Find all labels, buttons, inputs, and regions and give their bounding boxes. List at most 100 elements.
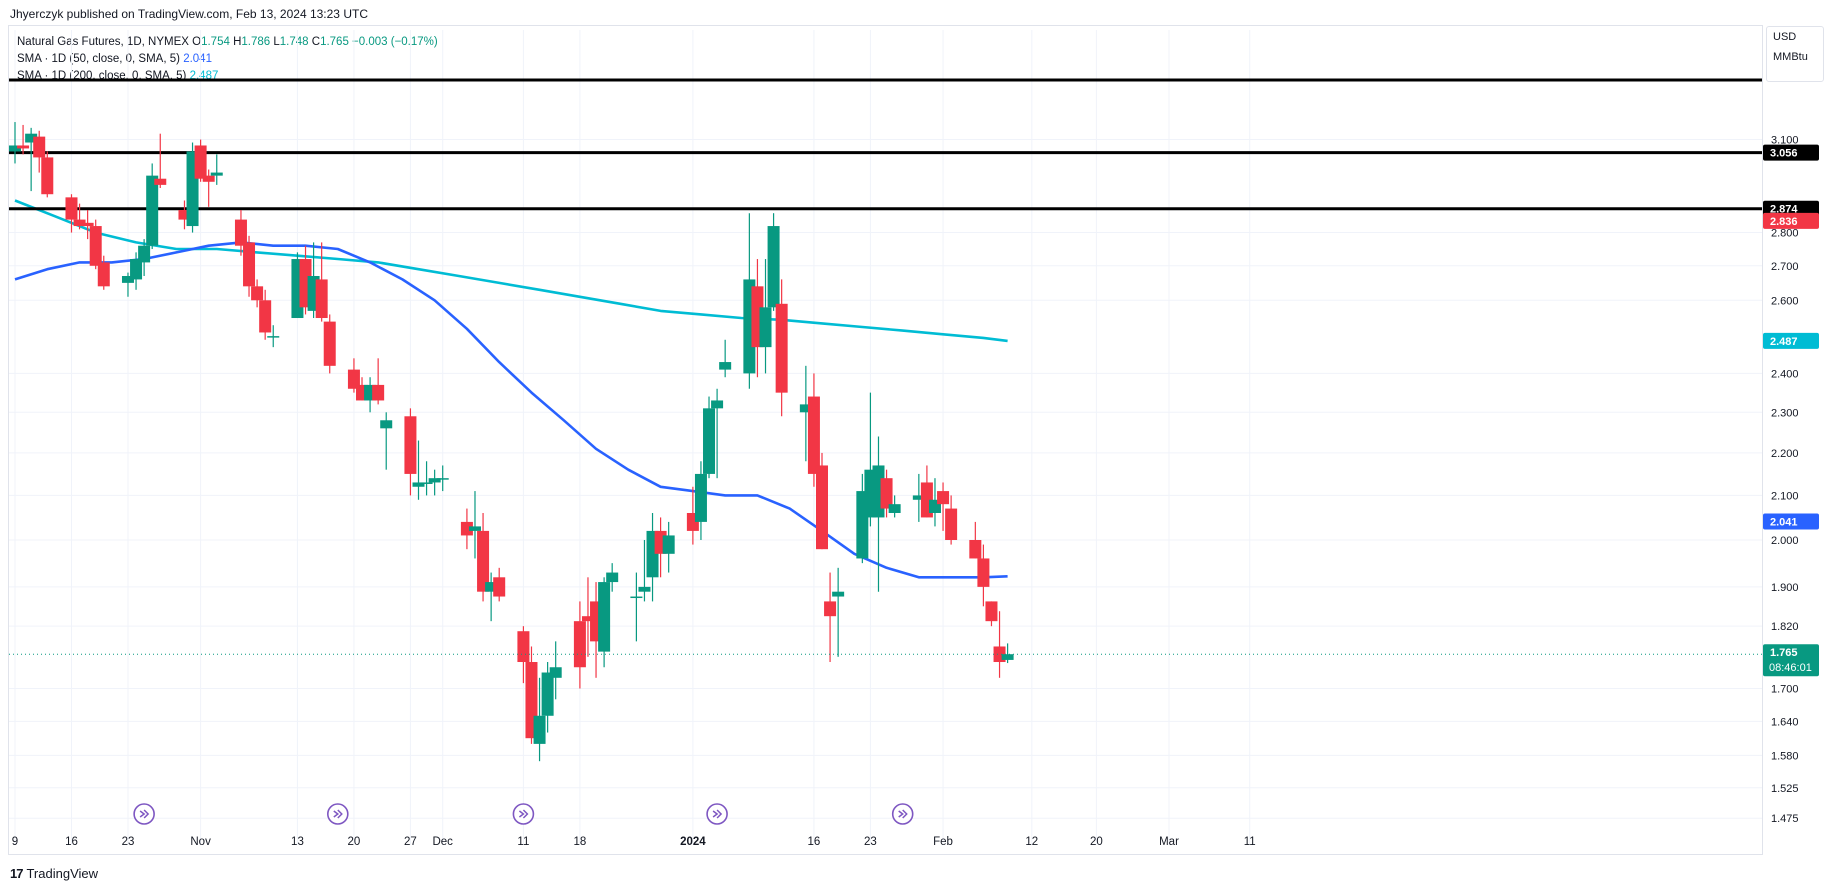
candle-body xyxy=(703,408,716,474)
x-tick-label: 9 xyxy=(12,836,18,848)
candle-body xyxy=(347,369,360,389)
candle-body xyxy=(694,473,707,522)
candle-body xyxy=(210,172,223,176)
y-tick-label: 2.700 xyxy=(1771,261,1799,273)
event-marker-arrow xyxy=(333,809,343,819)
y-tick-label: 2.800 xyxy=(1771,228,1799,240)
y-tick-label: 2.200 xyxy=(1771,448,1799,460)
candle-body xyxy=(638,586,651,592)
candle-body xyxy=(912,495,925,500)
candle-body xyxy=(460,521,473,536)
candle-body xyxy=(888,504,901,513)
candle-body xyxy=(799,404,812,413)
price-label: 1.765 xyxy=(1770,647,1798,659)
candle-body xyxy=(759,307,772,348)
candle-body xyxy=(323,321,336,366)
x-tick-label: 16 xyxy=(65,836,78,848)
candle-body xyxy=(767,226,780,308)
candle-body xyxy=(251,286,264,301)
y-tick-label: 1.475 xyxy=(1771,813,1799,825)
candle-body xyxy=(41,157,54,195)
candle-body xyxy=(807,396,820,474)
candle-body xyxy=(130,259,143,280)
price-label-timer: 08:46:01 xyxy=(1769,662,1812,674)
x-tick-label: Feb xyxy=(933,836,953,848)
x-tick-label: 23 xyxy=(122,836,135,848)
candle-body xyxy=(581,616,594,622)
candle-body xyxy=(630,596,643,599)
x-tick-label: Nov xyxy=(190,836,211,848)
candle-body xyxy=(65,197,78,220)
x-tick-label: 16 xyxy=(808,836,821,848)
candle-body xyxy=(549,667,562,678)
candle-body xyxy=(493,577,506,597)
candle-body xyxy=(573,621,586,668)
sma50-line xyxy=(14,241,1008,579)
x-tick-label: 11 xyxy=(1244,836,1256,848)
x-tick-label: 20 xyxy=(1090,836,1103,848)
x-tick-label: Mar xyxy=(1159,836,1179,848)
x-tick-label: 2024 xyxy=(680,836,706,848)
candle-body xyxy=(1001,654,1014,660)
y-tick-label: 1.900 xyxy=(1771,582,1799,594)
grid xyxy=(9,30,1762,845)
y-tick-label: 2.300 xyxy=(1771,407,1799,419)
candle-body xyxy=(146,175,159,246)
price-label-box xyxy=(1763,513,1819,530)
symbol-name[interactable]: Natural Gas Futures, 1D, NYMEX xyxy=(17,36,189,48)
x-tick-label: Dec xyxy=(432,836,453,848)
candle-body xyxy=(775,303,788,393)
y-tick-label: 3.100 xyxy=(1771,135,1799,147)
candle-body xyxy=(81,222,94,227)
event-marker-arrow xyxy=(139,809,150,819)
candle-body xyxy=(154,178,167,185)
x-tick-label: 27 xyxy=(404,836,417,848)
ohlc-low: 1.748 xyxy=(279,36,309,48)
candle-body xyxy=(880,478,893,509)
tradingview-logo: 17 TradingView xyxy=(10,866,98,881)
candle-body xyxy=(202,175,215,182)
unit-selector[interactable]: USD MMBtu xyxy=(1766,26,1824,82)
tradingview-brand: TradingView xyxy=(26,866,99,881)
price-label-box xyxy=(1763,332,1819,349)
candle-body xyxy=(412,482,425,487)
candle-body xyxy=(9,145,21,152)
price-label-box xyxy=(1763,212,1819,229)
candle-body xyxy=(517,631,530,663)
candle-body xyxy=(25,133,38,143)
candle-body xyxy=(315,279,328,319)
candle-body xyxy=(234,219,247,246)
price-label: 2.487 xyxy=(1770,336,1798,348)
candle-body xyxy=(606,572,619,583)
candle-body xyxy=(97,262,110,287)
candle-body xyxy=(832,591,845,597)
price-label-box xyxy=(1763,200,1819,217)
ohlc-low-label: L xyxy=(273,36,280,48)
price-label-box xyxy=(1763,144,1819,161)
y-tick-label: 1.820 xyxy=(1771,621,1799,633)
candle-body xyxy=(985,601,998,622)
ohlc-close: 1.765 xyxy=(320,36,349,48)
candle-body xyxy=(380,420,393,429)
candle-body xyxy=(816,465,828,550)
currency-label: USD xyxy=(1773,31,1797,43)
candle-body xyxy=(719,362,732,370)
price-label: 2.836 xyxy=(1770,216,1798,228)
sma50-value: 2.041 xyxy=(183,53,212,65)
candle-body xyxy=(17,145,30,149)
sma50-row[interactable]: SMA · 1D (50, close, 0, SMA, 5) 2.041 xyxy=(17,51,438,68)
y-tick-label: 1.700 xyxy=(1771,683,1799,695)
candle-body xyxy=(243,242,256,287)
x-tick-label: 13 xyxy=(291,836,304,848)
x-tick-label: 12 xyxy=(1025,836,1038,848)
candle-body xyxy=(428,478,441,483)
price-label: 2.874 xyxy=(1770,204,1798,216)
chart-legend: Natural Gas Futures, 1D, NYMEX O1.754 H1… xyxy=(17,34,438,85)
price-change: −0.003 (−0.17%) xyxy=(352,36,438,48)
sma50-label: SMA · 1D (50, close, 0, SMA, 5) xyxy=(17,53,180,65)
tradingview-logo-icon: 17 xyxy=(10,866,24,881)
chart-frame xyxy=(8,25,1763,855)
candle-body xyxy=(477,530,490,592)
candle-body xyxy=(468,526,481,531)
